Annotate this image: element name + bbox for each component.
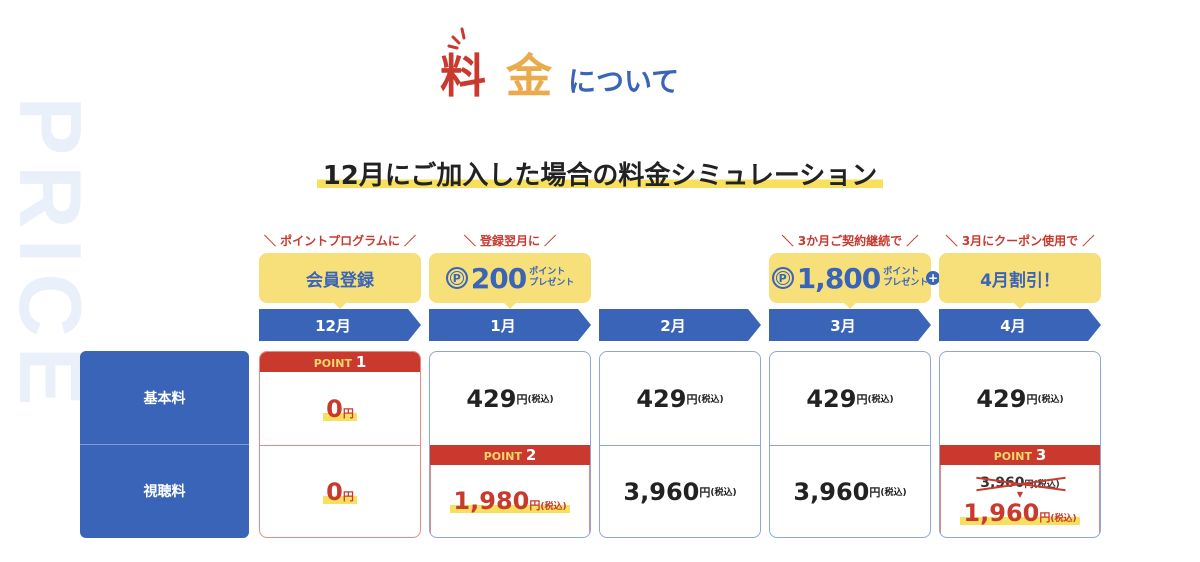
bubble-april-discount: 4月割引！ bbox=[939, 253, 1101, 309]
divider bbox=[80, 444, 249, 445]
point-badge: POINT 2 bbox=[430, 445, 590, 465]
card-3: 429 円 (税込) 3,960 円 (税込) bbox=[769, 351, 931, 538]
month-2: 2月 bbox=[599, 309, 761, 341]
row-basic-fee: 基本料 bbox=[143, 390, 186, 407]
row-viewing-fee: 視聴料 bbox=[143, 484, 186, 501]
down-arrow-icon: ▼ bbox=[1016, 490, 1024, 499]
note-1: ＼ 登録翌月に ／ bbox=[463, 234, 557, 248]
card-4: 429 円 (税込) POINT 3 3,960円(税込) ▼ 1,960円(税込) bbox=[939, 351, 1101, 538]
point-label: POINT bbox=[993, 450, 1032, 463]
basic-fee-cell: 429 円 (税込) bbox=[940, 352, 1100, 445]
yen: 円 bbox=[856, 392, 868, 406]
tax-label: (税込) bbox=[1033, 480, 1060, 490]
yen: 円 bbox=[1024, 480, 1034, 490]
yen: 円 bbox=[699, 485, 711, 499]
yen: 円 bbox=[1039, 511, 1051, 524]
bubble-registration: 会員登録 bbox=[259, 253, 421, 309]
month-label: 12月 bbox=[315, 316, 351, 335]
yen: 円 bbox=[342, 489, 354, 503]
yen: 円 bbox=[342, 406, 354, 420]
old-price: 3,960円(税込) bbox=[980, 475, 1060, 491]
price-value: 1,980 bbox=[453, 487, 530, 515]
viewing-fee-cell: 3,960 円 (税込) bbox=[600, 445, 760, 537]
price-value: 0 bbox=[326, 394, 343, 423]
plus-icon: + bbox=[926, 271, 940, 285]
month-3: 3月 bbox=[769, 309, 931, 341]
viewing-fee-cell: 3,960円(税込) ▼ 1,960円(税込) bbox=[940, 465, 1100, 537]
point-number: 3 bbox=[1035, 446, 1047, 464]
month-label: 4月 bbox=[1000, 316, 1026, 335]
card-1: 429 円 (税込) POINT 2 1,980円(税込) bbox=[429, 351, 591, 538]
yen: 円 bbox=[1026, 392, 1038, 406]
price-value: 429 bbox=[976, 384, 1027, 413]
price-value: 0 bbox=[326, 477, 343, 506]
point-label: POINT bbox=[313, 357, 352, 370]
point-label: POINT bbox=[483, 450, 522, 463]
points-label: ポイント プレゼント bbox=[883, 267, 929, 288]
tax-label: (税込) bbox=[880, 488, 907, 498]
price-value: 1,960 bbox=[963, 499, 1040, 527]
bubble-text: 4月割引！ bbox=[980, 270, 1060, 291]
basic-fee-cell: 429 円 (税込) bbox=[600, 352, 760, 445]
card-2: 429 円 (税込) 3,960 円 (税込) bbox=[599, 351, 761, 538]
tax-label: (税込) bbox=[710, 488, 737, 498]
viewing-fee-cell: 0円 bbox=[260, 445, 420, 537]
price-value: 3,960 bbox=[793, 477, 870, 506]
section-title: 料 金 について bbox=[440, 40, 679, 106]
month-label: 3月 bbox=[830, 316, 856, 335]
tax-label: (税込) bbox=[697, 395, 724, 405]
price-value: 429 bbox=[466, 384, 517, 413]
viewing-fee-cell: 1,980円(税込) bbox=[430, 465, 590, 537]
viewing-fee-cell: 3,960 円 (税込) bbox=[770, 445, 930, 537]
card-12: POINT 1 0円 0円 bbox=[259, 351, 421, 538]
basic-fee-cell: 429 円 (税込) bbox=[770, 352, 930, 445]
simulation-heading: 12月にご加入した場合の料金シミュレーション bbox=[0, 155, 1200, 192]
month-4: 4月 bbox=[939, 309, 1101, 341]
note-4: ＼ 3月にクーポン使用で ／ bbox=[945, 234, 1095, 248]
bubble-1800-points: P 1,800 ポイント プレゼント bbox=[769, 253, 931, 309]
title-suffix: について bbox=[568, 65, 680, 98]
bubble-200-points: P 200 ポイント プレゼント bbox=[429, 253, 591, 309]
basic-fee-cell: 0円 bbox=[260, 372, 420, 445]
yen: 円 bbox=[869, 485, 881, 499]
points-label: ポイント プレゼント bbox=[529, 267, 575, 288]
yen: 円 bbox=[686, 392, 698, 406]
tax-label: (税込) bbox=[867, 395, 894, 405]
point-coin-icon: P bbox=[445, 267, 468, 289]
tax-label: (税込) bbox=[540, 502, 567, 512]
title-char-2: 金 bbox=[506, 49, 552, 103]
point-badge: POINT 3 bbox=[940, 445, 1100, 465]
bubble-text: 会員登録 bbox=[306, 270, 374, 291]
month-1: 1月 bbox=[429, 309, 591, 341]
title-char-1: 料 bbox=[440, 49, 486, 103]
month-label: 2月 bbox=[660, 316, 686, 335]
price-value: 429 bbox=[636, 384, 687, 413]
points-value: 200 bbox=[470, 261, 527, 295]
month-12: 12月 bbox=[259, 309, 421, 341]
note-12: ＼ ポイントプログラムに ／ bbox=[264, 234, 416, 248]
point-number: 1 bbox=[355, 353, 367, 371]
tax-label: (税込) bbox=[1050, 514, 1077, 524]
price-value: 3,960 bbox=[623, 477, 700, 506]
yen: 円 bbox=[516, 392, 528, 406]
price-value: 429 bbox=[806, 384, 857, 413]
month-label: 1月 bbox=[490, 316, 516, 335]
basic-fee-cell: 429 円 (税込) bbox=[430, 352, 590, 445]
tax-label: (税込) bbox=[527, 395, 554, 405]
heading-text: 12月にご加入した場合の料金シミュレーション bbox=[316, 161, 884, 191]
point-coin-icon: P bbox=[771, 267, 794, 289]
point-badge: POINT 1 bbox=[260, 352, 420, 372]
points-value: 1,800 bbox=[796, 261, 882, 295]
old-price-value: 3,960 bbox=[980, 475, 1025, 491]
note-3: ＼ 3か月ご契約継続で ／ bbox=[781, 234, 919, 248]
yen: 円 bbox=[529, 499, 541, 512]
row-headers: 基本料 視聴料 bbox=[80, 351, 249, 538]
tax-label: (税込) bbox=[1037, 395, 1064, 405]
emphasis-lines-icon bbox=[447, 27, 466, 50]
point-number: 2 bbox=[525, 446, 537, 464]
